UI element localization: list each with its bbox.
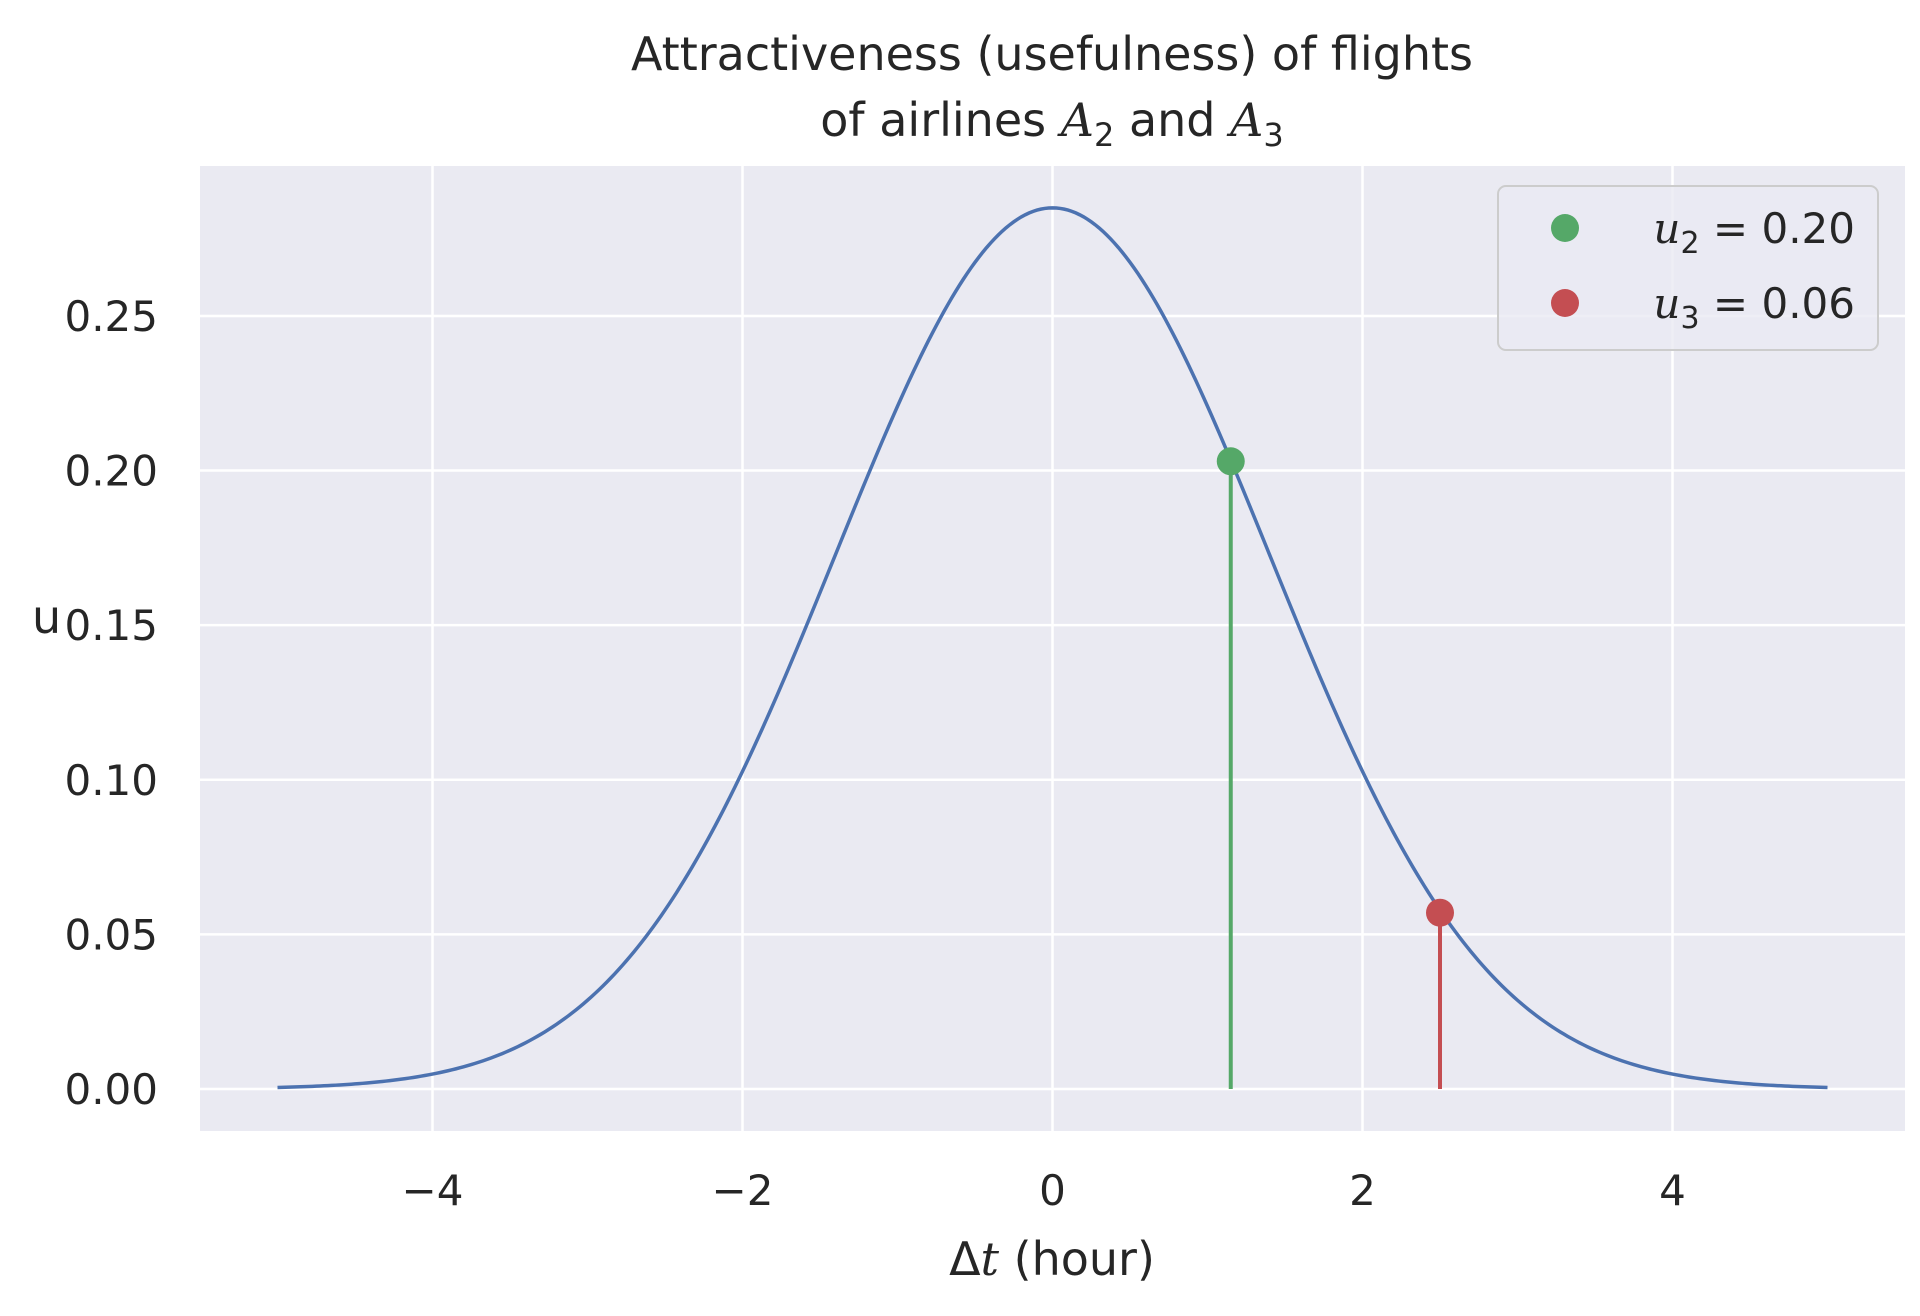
x-tick-label: 2	[1349, 1166, 1376, 1215]
title-symbol-a: A	[1057, 93, 1094, 147]
density-curve	[277, 206, 1828, 1090]
y-tick-label: 0.25	[64, 292, 158, 341]
legend-u3-var: u	[1653, 279, 1680, 328]
y-tick-label: 0.00	[64, 1065, 158, 1114]
legend-marker-u3	[1551, 289, 1579, 317]
y-axis-label: u	[32, 590, 61, 644]
series-layer	[277, 206, 1828, 1090]
legend: u2 = 0.20 u3 = 0.06	[1497, 185, 1879, 351]
x-tick-label: 0	[1039, 1166, 1066, 1215]
legend-u2-value: = 0.20	[1700, 204, 1855, 253]
y-tick-label: 0.20	[64, 447, 158, 496]
legend-u2-sub: 2	[1680, 226, 1699, 261]
legend-label-u3: u3 = 0.06	[1653, 279, 1855, 336]
y-tick-label: 0.10	[64, 756, 158, 805]
legend-u2-var: u	[1653, 204, 1680, 253]
title-prefix: of airlines	[820, 93, 1060, 147]
legend-box	[1497, 185, 1879, 351]
chart-title-line1: Attractiveness (usefulness) of flights	[631, 27, 1473, 81]
chart-title-line2: of airlines A2 and A3	[820, 93, 1283, 154]
x-axis-label: Δt (hour)	[949, 1232, 1155, 1286]
tick-labels: −4 −2 0 2 4 0.00 0.05 0.10 0.15 0.20 0.25	[64, 292, 1685, 1215]
title-subscript-a: 2	[1094, 116, 1114, 154]
x-tick-label: 4	[1659, 1166, 1686, 1215]
x-axis-unit: (hour)	[999, 1232, 1155, 1286]
y-tick-label: 0.15	[64, 601, 158, 650]
x-axis-delta: Δ	[949, 1232, 981, 1286]
title-subscript-b: 3	[1263, 116, 1283, 154]
data-point-u3	[1426, 898, 1454, 927]
x-tick-label: −2	[712, 1166, 774, 1215]
legend-label-u2: u2 = 0.20	[1653, 204, 1855, 261]
data-point-u2	[1216, 447, 1245, 476]
legend-u3-sub: 3	[1680, 301, 1699, 336]
legend-u3-value: = 0.06	[1700, 279, 1855, 328]
x-axis-var: t	[981, 1232, 1000, 1286]
x-tick-label: −4	[402, 1166, 464, 1215]
y-tick-label: 0.05	[64, 910, 158, 959]
title-symbol-b: A	[1226, 93, 1263, 147]
title-middle: and	[1114, 93, 1230, 147]
legend-marker-u2	[1551, 214, 1579, 242]
